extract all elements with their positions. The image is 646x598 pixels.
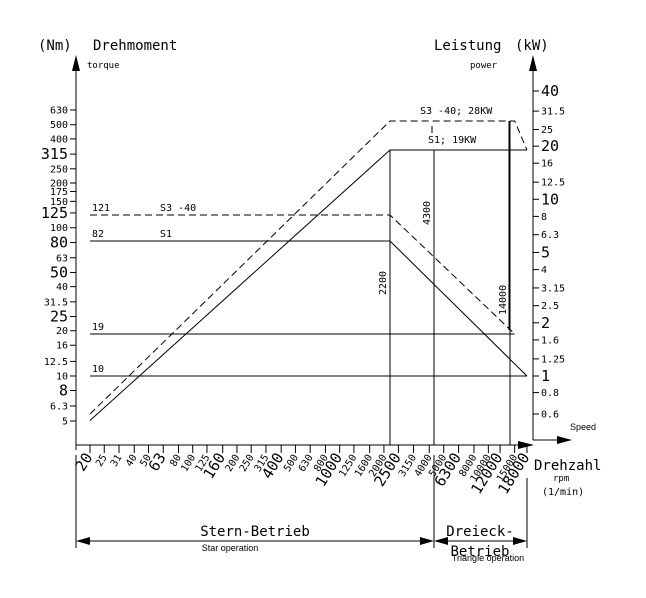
speed-marker-label: 14000 [498,285,509,315]
star-range-arrow-right [420,537,434,545]
right-tick-label: 10 [541,190,559,208]
torque-curve [90,214,516,335]
triangle-mode-sublabel: Triangle operation [452,553,524,563]
triangle-range-arrow-left [434,537,448,545]
torque-curve-mode-label: S1 [160,229,172,240]
speed-marker-label: 2200 [378,271,389,295]
torque-curve-value-label: 82 [92,229,104,240]
right-tick-label: 25 [541,125,553,136]
left-tick-label: 150 [50,197,68,208]
axes-layer [70,55,572,548]
right-tick-label: 2.5 [541,301,559,312]
left-tick-label: 8 [59,381,68,399]
right-tick-label: 20 [541,137,559,155]
right-tick-label: 0.8 [541,388,559,399]
x-tick-label: 80 [168,453,184,469]
left-tick-label: 16 [56,341,68,352]
left-tick-label: 175 [50,187,68,198]
left-axis-subtitle: torque [87,61,120,71]
triangle-range-arrow-right [513,537,527,545]
labels-layer: (Nm) Drehmoment torque Leistung (kW) pow… [38,38,601,563]
left-tick-label: 10 [56,372,68,383]
power-curve-label: S1; 19KW [428,135,477,146]
right-tick-label: 1.25 [541,354,565,365]
left-tick-label: 400 [50,134,68,145]
x-axis-unit: (1/min) [542,487,584,498]
right-tick-label: 6.3 [541,230,559,241]
torque-curve-value-label: 10 [92,364,104,375]
triangle-mode-label-line2: Betrieb [450,544,509,560]
speed-axis-arrow [557,436,572,444]
left-tick-label: 12.5 [44,357,68,368]
left-axis-unit: (Nm) [38,38,72,54]
left-tick-label: 250 [50,164,68,175]
left-tick-label: 20 [56,326,68,337]
right-axis-subtitle: power [470,61,498,71]
x-tick-label: 630 [297,453,316,474]
right-tick-label: 16 [541,159,553,170]
power-curve [89,120,528,415]
right-tick-label: 0.6 [541,410,559,421]
left-tick-label: 630 [50,106,68,117]
star-mode-sublabel: Star operation [202,543,259,553]
curves-layer [89,120,528,445]
speed-marker-label: 4300 [422,201,433,225]
left-tick-label: 63 [56,253,68,264]
torque-curve [90,240,528,377]
left-tick-label: 315 [41,145,68,163]
left-tick-label: 100 [50,223,68,234]
star-range-arrow-left [76,537,90,545]
right-tick-label: 31.5 [541,107,565,118]
left-axis-title: Drehmoment [93,38,177,54]
x-tick-label: 50 [138,453,154,469]
power-curve-label: S3 -40; 28KW [420,106,493,117]
left-tick-label: 80 [50,234,68,252]
x-axis-subtitle: rpm [553,474,569,484]
left-tick-label: 125 [41,204,68,222]
torque-curve-value-label: 121 [92,203,110,214]
x-tick-label: 63 [145,450,170,475]
x-tick-label: 25 [94,453,110,469]
x-tick-label: 31 [109,453,125,469]
left-tick-label: 40 [56,282,68,293]
left-axis-arrow [72,55,80,71]
right-axis-unit: (kW) [515,38,549,54]
right-tick-label: 40 [541,82,559,100]
left-tick-label: 31.5 [44,297,68,308]
right-axis-title: Leistung [434,38,501,54]
torque-curve-value-label: 19 [92,322,104,333]
right-tick-label: 3.15 [541,283,565,294]
x-tick-label: 250 [238,453,257,474]
x-tick-label: 500 [282,453,301,474]
right-axis-arrow [529,55,537,71]
right-tick-label: 4 [541,265,547,276]
left-tick-label: 25 [50,308,68,326]
left-tick-label: 6.3 [50,401,68,412]
right-tick-label: 5 [541,243,550,261]
right-tick-label: 1.6 [541,335,559,346]
x-tick-label: 40 [124,453,140,469]
right-tick-label: 1 [541,367,550,385]
right-tick-label: 2 [541,314,550,332]
left-tick-label: 5 [62,417,68,428]
x-axis-title: Drehzahl [534,458,601,474]
star-mode-label: Stern-Betrieb [200,524,310,540]
power-curve [89,149,527,421]
speed-label: Speed [570,422,596,432]
right-tick-label: 8 [541,212,547,223]
left-tick-label: 200 [50,179,68,190]
x-tick-label: 20 [72,450,97,475]
torque-curve-mode-label: S3 -40 [160,203,196,214]
left-tick-label: 50 [50,263,68,281]
right-tick-label: 12.5 [541,178,565,189]
left-tick-label: 500 [50,120,68,131]
triangle-mode-label-line1: Dreieck- [446,524,513,540]
x-axis-arrow [518,441,534,449]
